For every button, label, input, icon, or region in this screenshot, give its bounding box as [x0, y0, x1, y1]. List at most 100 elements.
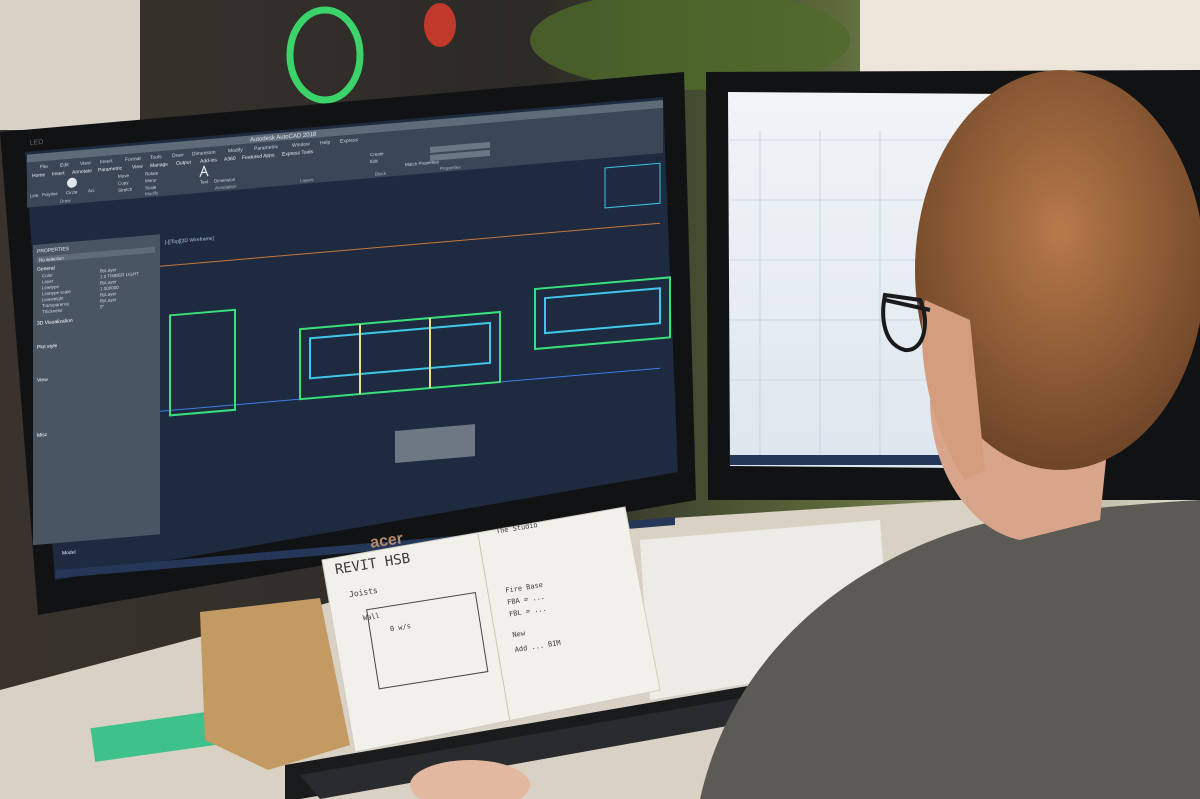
- bezel-label: LED: [30, 139, 44, 147]
- properties-title: PROPERTIES: [37, 246, 70, 255]
- tab-home[interactable]: Home: [32, 172, 46, 179]
- prop-linetype-scale: Linetype scale: [42, 289, 71, 297]
- text-tool-icon: [199, 164, 209, 177]
- tab-parametric[interactable]: Parametric: [98, 165, 123, 173]
- left-wall: [0, 0, 140, 130]
- section-general[interactable]: General: [37, 265, 55, 273]
- prop-lineweight: Lineweight: [42, 295, 64, 302]
- tab-insert[interactable]: Insert: [52, 170, 65, 177]
- selection-dropdown[interactable]: [37, 246, 155, 263]
- menu-window[interactable]: Window: [292, 141, 310, 149]
- cad-title: Autodesk AutoCAD 2018: [250, 132, 317, 144]
- tool-arc[interactable]: Arc: [88, 188, 95, 194]
- prop-layer: Layer: [42, 278, 54, 284]
- prop-color-value[interactable]: ByLayer: [100, 267, 117, 273]
- menu-format[interactable]: Format: [125, 156, 141, 163]
- tab-manage[interactable]: Manage: [150, 162, 168, 170]
- panel-block: Block: [375, 171, 387, 177]
- menu-express[interactable]: Express: [340, 137, 359, 145]
- tab-view[interactable]: View: [132, 164, 143, 171]
- note-left-2: 0 w/s: [389, 622, 411, 633]
- plant: [530, 0, 850, 90]
- tab-a360[interactable]: A360: [224, 156, 236, 163]
- wireframe-drawing: [160, 162, 671, 417]
- note-right-4: New: [512, 629, 527, 639]
- tab-annotate[interactable]: Annotate: [72, 168, 92, 176]
- panel-draw: Draw: [60, 198, 71, 204]
- prop-color: Color: [42, 272, 53, 278]
- layer-dropdown[interactable]: [430, 141, 490, 154]
- menu-tools[interactable]: Tools: [150, 154, 162, 161]
- tool-match-properties[interactable]: Match Properties: [405, 159, 440, 167]
- panel-modify: Modify: [145, 190, 159, 196]
- panel-annotation: Annotation: [215, 184, 237, 191]
- right-wall: [860, 0, 1200, 75]
- tool-create[interactable]: Create: [370, 151, 384, 157]
- menu-help[interactable]: Help: [320, 140, 330, 147]
- tool-rotate[interactable]: Rotate: [145, 170, 159, 176]
- acer-logo: acer: [369, 530, 404, 551]
- tab-express-tools[interactable]: Express Tools: [282, 149, 313, 158]
- prop-linetype-scale-value[interactable]: 1.000000: [100, 285, 119, 292]
- section-misc[interactable]: Misc: [37, 432, 48, 439]
- selection-value: No selection: [39, 255, 64, 262]
- circle-tool-icon: [67, 177, 77, 188]
- hand: [410, 760, 530, 799]
- person-shirt: [700, 500, 1200, 799]
- notebook: [321, 506, 661, 753]
- tool-scale[interactable]: Scale: [145, 185, 157, 191]
- tooltip-popup: [395, 424, 475, 464]
- wood-stand: [200, 598, 350, 770]
- tool-edit[interactable]: Edit: [370, 158, 378, 164]
- sketch-frame: [366, 591, 489, 690]
- model-tab[interactable]: Model: [62, 550, 76, 557]
- linetype-dropdown[interactable]: [430, 149, 490, 162]
- sticky-note: [90, 710, 224, 762]
- menu-view[interactable]: View: [80, 160, 91, 167]
- right-taskbar: [730, 455, 960, 465]
- tab-add-ins[interactable]: Add-ins: [200, 157, 217, 164]
- tool-line[interactable]: Line: [30, 193, 39, 199]
- prop-transparency-value[interactable]: ByLayer: [100, 297, 117, 303]
- tab-featured-apps[interactable]: Featured Apps: [242, 152, 275, 161]
- menu-file[interactable]: File: [40, 164, 48, 171]
- note-left-1: Wall: [362, 612, 380, 623]
- menu-parametric[interactable]: Parametric: [254, 144, 279, 152]
- tool-move[interactable]: Move: [118, 173, 129, 179]
- prop-linetype: Linetype: [42, 284, 59, 290]
- prop-transparency: Transparency: [42, 301, 70, 308]
- prop-lineweight-value[interactable]: ByLayer: [100, 291, 117, 297]
- tab-output[interactable]: Output: [176, 160, 192, 167]
- menu-edit[interactable]: Edit: [60, 162, 69, 169]
- green-light: [286, 6, 364, 104]
- tool-stretch[interactable]: Stretch: [118, 187, 133, 193]
- menu-insert[interactable]: Insert: [100, 158, 113, 165]
- note-left-0: Joists: [348, 586, 378, 599]
- red-light: [424, 3, 456, 47]
- tool-text[interactable]: Text: [200, 179, 209, 185]
- menu-draw[interactable]: Draw: [172, 152, 184, 159]
- menu-dimension[interactable]: Dimension: [192, 149, 216, 157]
- person-face: [921, 300, 985, 480]
- notebook-spine: [477, 533, 511, 723]
- prop-thickness-value[interactable]: 0": [100, 304, 104, 309]
- cad-title-bar: [27, 99, 663, 163]
- prop-linetype-value[interactable]: ByLayer: [100, 279, 117, 285]
- panel-properties: Properties: [440, 164, 461, 171]
- section-3d-visualization[interactable]: 3D Visualization: [37, 318, 73, 327]
- viewport-label[interactable]: [-][Top][2D Wireframe]: [165, 236, 214, 246]
- prop-layer-value[interactable]: 1.0 TIMBER LIGHT: [100, 271, 139, 279]
- tool-copy[interactable]: Copy: [118, 180, 129, 186]
- menu-modify[interactable]: Modify: [228, 147, 243, 154]
- section-view[interactable]: View: [37, 377, 48, 384]
- properties-palette: [33, 234, 160, 546]
- tool-polyline[interactable]: Polyline: [42, 191, 58, 197]
- cad-ribbon: [27, 107, 663, 208]
- tool-circle[interactable]: Circle: [66, 189, 78, 195]
- section-plot-style[interactable]: Plot style: [37, 343, 57, 351]
- tool-dimension[interactable]: Dimension: [214, 177, 236, 184]
- tool-mirror[interactable]: Mirror: [145, 177, 157, 183]
- glasses: [881, 292, 931, 352]
- panel-layers: Layers: [300, 177, 314, 183]
